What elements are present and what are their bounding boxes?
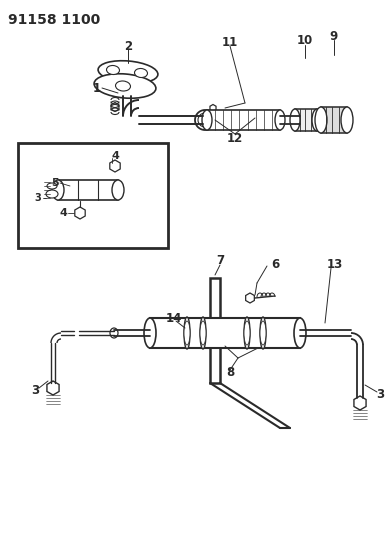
Polygon shape: [58, 180, 118, 200]
Ellipse shape: [244, 317, 250, 349]
Ellipse shape: [94, 74, 156, 98]
Ellipse shape: [112, 180, 124, 200]
Text: 3: 3: [34, 193, 42, 203]
Ellipse shape: [290, 109, 300, 131]
Bar: [150, 318, 300, 348]
Ellipse shape: [116, 81, 131, 91]
Ellipse shape: [244, 321, 250, 345]
Polygon shape: [110, 160, 120, 172]
Ellipse shape: [294, 318, 306, 348]
Ellipse shape: [275, 110, 285, 130]
Text: 4: 4: [111, 151, 119, 161]
Text: 5: 5: [51, 178, 59, 188]
Ellipse shape: [260, 321, 266, 345]
Polygon shape: [47, 381, 59, 395]
Bar: [321, 107, 347, 133]
Ellipse shape: [200, 321, 206, 345]
Bar: [210, 278, 220, 383]
Polygon shape: [75, 207, 85, 219]
Ellipse shape: [98, 61, 158, 83]
Text: 9: 9: [330, 30, 338, 44]
Text: 10: 10: [297, 35, 313, 47]
Text: 1: 1: [93, 82, 101, 94]
Polygon shape: [111, 102, 119, 111]
Text: 7: 7: [216, 254, 224, 268]
Text: 8: 8: [226, 367, 234, 379]
Text: 12: 12: [227, 132, 243, 144]
Text: 91158 1100: 91158 1100: [8, 13, 100, 27]
Text: 11: 11: [222, 36, 238, 50]
Polygon shape: [210, 104, 216, 111]
Ellipse shape: [184, 317, 190, 349]
Ellipse shape: [195, 110, 215, 130]
Text: 2: 2: [124, 39, 132, 52]
Text: 3: 3: [376, 389, 384, 401]
Bar: [295, 109, 317, 131]
Ellipse shape: [198, 113, 212, 127]
Polygon shape: [354, 396, 366, 410]
Ellipse shape: [315, 107, 327, 133]
Polygon shape: [246, 293, 254, 303]
Text: 13: 13: [327, 259, 343, 271]
Ellipse shape: [312, 109, 322, 131]
Ellipse shape: [110, 328, 118, 338]
Text: 4: 4: [59, 208, 67, 218]
Bar: [207, 110, 280, 130]
Bar: [18, 143, 168, 248]
Ellipse shape: [202, 110, 212, 130]
Ellipse shape: [144, 318, 156, 348]
Ellipse shape: [134, 68, 147, 77]
Ellipse shape: [52, 180, 64, 200]
Ellipse shape: [107, 66, 120, 75]
Ellipse shape: [47, 183, 57, 189]
Ellipse shape: [260, 317, 266, 349]
Ellipse shape: [341, 107, 353, 133]
Ellipse shape: [200, 317, 206, 349]
Ellipse shape: [46, 190, 58, 198]
Text: 3: 3: [31, 384, 39, 398]
Ellipse shape: [184, 321, 190, 345]
Text: 6: 6: [271, 259, 279, 271]
Text: 14: 14: [166, 311, 182, 325]
